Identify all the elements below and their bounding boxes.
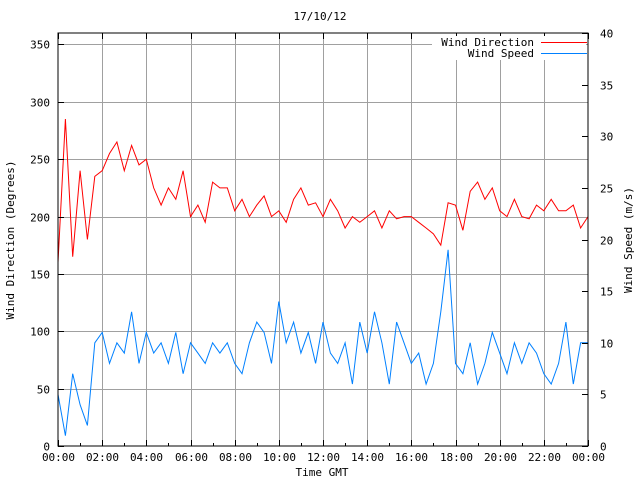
x-tick-label: 10:00 [263, 451, 296, 464]
y-tick-label: 250 [30, 154, 50, 167]
x-tick-label: 12:00 [307, 451, 340, 464]
x-axis-label: Time GMT [296, 466, 349, 479]
series-line-wind-direction [57, 118, 589, 263]
x-tick-label: 06:00 [175, 451, 208, 464]
legend: Wind Direction Wind Speed [432, 36, 587, 60]
y-tick-label: 0 [43, 441, 50, 454]
x-tick-label: 20:00 [484, 451, 517, 464]
x-tick-label: 18:00 [440, 451, 473, 464]
y-tick-label: 100 [30, 326, 50, 339]
x-tick-label: 04:00 [130, 451, 163, 464]
ticks: 00:00 02:00 04:00 06:00 08:00 10:00 12:00 14:00… [30, 28, 613, 465]
y2-tick-label: 10 [600, 338, 613, 351]
y-tick-label: 50 [37, 384, 50, 397]
y2-tick-label: 20 [600, 235, 613, 248]
legend-label-wind-direction: Wind Direction [441, 36, 534, 49]
legend-label-wind-speed: Wind Speed [468, 47, 534, 60]
grid [58, 33, 588, 446]
y2-tick-label: 40 [600, 28, 613, 41]
x-tick-label: 00:00 [572, 451, 605, 464]
y-axis-label: Wind Direction (Degrees) [4, 161, 17, 320]
y2-tick-label: 25 [600, 183, 613, 196]
x-tick-label: 08:00 [219, 451, 252, 464]
y2-tick-label: 15 [600, 286, 613, 299]
y2-axis-label: Wind Speed (m/s) [622, 187, 635, 293]
y2-tick-label: 5 [600, 389, 607, 402]
x-tick-label: 16:00 [395, 451, 428, 464]
x-tick-label: 14:00 [351, 451, 384, 464]
y2-tick-label: 0 [600, 441, 607, 454]
y-tick-label: 300 [30, 97, 50, 110]
y2-tick-label: 35 [600, 80, 613, 93]
x-tick-label: 22:00 [528, 451, 561, 464]
y2-tick-label: 30 [600, 131, 613, 144]
y-tick-label: 200 [30, 212, 50, 225]
series-line-wind-speed [57, 249, 588, 436]
y-tick-label: 350 [30, 39, 50, 52]
chart-title: 17/10/12 [294, 10, 347, 23]
y-tick-label: 150 [30, 269, 50, 282]
x-tick-label: 00:00 [42, 451, 75, 464]
x-tick-label: 02:00 [86, 451, 119, 464]
series-group [57, 118, 589, 436]
